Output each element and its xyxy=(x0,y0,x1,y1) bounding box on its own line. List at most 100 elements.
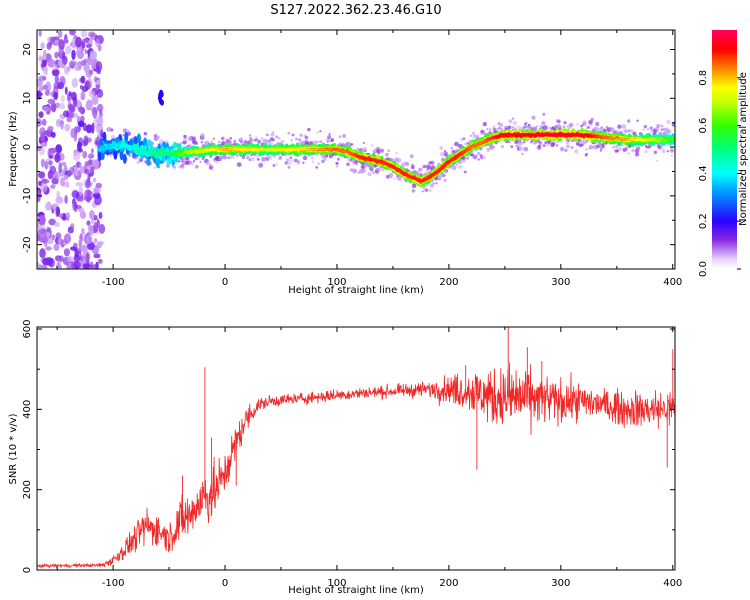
noise-cell xyxy=(69,166,75,176)
halo-cell xyxy=(377,147,381,150)
noise-cell xyxy=(48,147,57,154)
noise-cell xyxy=(48,160,53,166)
halo-cell xyxy=(307,127,311,132)
x-tick-label: 300 xyxy=(551,578,570,589)
halo-cell xyxy=(523,125,527,129)
noise-cell xyxy=(63,248,70,257)
halo-cell xyxy=(370,168,374,172)
noise-cell xyxy=(63,39,69,44)
y-tick-label: 600 xyxy=(22,319,33,338)
noise-cell xyxy=(58,162,62,173)
ridge-cell xyxy=(119,150,124,161)
halo-cell xyxy=(257,139,262,144)
halo-cell xyxy=(475,134,479,138)
halo-cell xyxy=(548,126,552,130)
halo-cell xyxy=(454,141,459,147)
noise-cell xyxy=(97,240,105,246)
colorbar-label: Normalized spectral amplitude xyxy=(738,72,749,226)
halo-cell xyxy=(629,129,634,133)
halo-cell xyxy=(396,158,402,163)
noise-cell xyxy=(91,166,95,171)
halo-cell xyxy=(469,134,472,137)
x-tick-label: -100 xyxy=(102,277,125,288)
halo-cell xyxy=(353,159,356,162)
noise-cell xyxy=(71,49,76,60)
noise-cell xyxy=(72,96,78,108)
halo-cell xyxy=(451,165,457,171)
noise-cell xyxy=(91,107,98,115)
halo-cell xyxy=(421,190,424,193)
noise-cell xyxy=(60,119,64,130)
halo-cell xyxy=(500,127,503,131)
snr-y-axis: 0 200 400 600 xyxy=(22,319,675,573)
halo-cell xyxy=(302,161,305,164)
halo-cell xyxy=(153,166,156,169)
y-tick-label: -20 xyxy=(22,236,33,252)
noise-cell xyxy=(85,179,91,189)
ridge-cell xyxy=(118,146,123,150)
halo-cell xyxy=(646,128,650,131)
halo-cell xyxy=(590,117,594,121)
halo-cell xyxy=(178,160,181,163)
halo-cell xyxy=(246,155,250,160)
halo-cell xyxy=(533,126,538,131)
halo-cell xyxy=(660,146,664,150)
y-tick-label: 10 xyxy=(22,92,33,105)
noise-cell xyxy=(65,212,70,219)
halo-cell xyxy=(395,151,398,155)
halo-cell xyxy=(418,167,423,172)
y-tick-label: -10 xyxy=(22,188,33,204)
noise-cell xyxy=(62,110,69,117)
halo-cell xyxy=(486,127,489,131)
halo-cell xyxy=(514,140,519,145)
halo-cell xyxy=(500,145,505,149)
halo-cell xyxy=(450,147,453,150)
halo-cell xyxy=(364,150,367,152)
noise-cell xyxy=(68,91,72,97)
ridge-core-cell xyxy=(442,164,447,167)
spectrogram-x-axis: -100 0 100 200 300 400 xyxy=(56,30,682,288)
halo-cell xyxy=(621,124,627,129)
halo-cell xyxy=(109,155,112,158)
halo-cell xyxy=(565,144,571,149)
halo-cell xyxy=(627,129,631,133)
x-tick-label: 0 xyxy=(222,277,228,288)
halo-cell xyxy=(666,150,669,153)
halo-cell xyxy=(489,144,495,150)
noise-cell xyxy=(69,261,75,269)
noise-cell xyxy=(70,223,75,229)
colorbar-ticks: 0.0 0.2 0.4 0.6 0.8 xyxy=(698,70,741,277)
noise-cell xyxy=(56,190,60,200)
halo-cell xyxy=(304,135,309,140)
noise-cell xyxy=(95,182,103,189)
halo-cell xyxy=(440,151,445,157)
noise-cell xyxy=(80,91,86,101)
ridge-cell xyxy=(168,157,173,165)
halo-cell xyxy=(217,140,221,144)
noise-cell xyxy=(98,211,103,220)
halo-cell xyxy=(210,140,213,143)
snr-y-label: SNR (10 * v/v) xyxy=(8,413,19,484)
noise-cell xyxy=(50,102,57,113)
snr-x-label: Height of straight line (km) xyxy=(288,585,424,596)
noise-cell xyxy=(73,112,78,119)
noise-cell xyxy=(38,75,46,82)
halo-cell xyxy=(531,115,536,120)
halo-cell xyxy=(362,168,366,173)
halo-cell xyxy=(298,138,302,142)
noise-cell xyxy=(62,55,68,65)
halo-cell xyxy=(480,130,484,133)
halo-cell xyxy=(208,165,214,170)
halo-cell xyxy=(315,166,319,169)
ridge-core-cell xyxy=(435,170,440,173)
spectrogram-cells xyxy=(37,30,675,269)
halo-cell xyxy=(229,137,233,140)
x-tick-label: -100 xyxy=(102,578,125,589)
noise-cell xyxy=(38,30,42,37)
halo-cell xyxy=(617,124,622,129)
halo-cell xyxy=(585,148,588,151)
halo-cell xyxy=(624,147,629,151)
halo-cell xyxy=(609,127,615,132)
halo-cell xyxy=(362,141,365,145)
